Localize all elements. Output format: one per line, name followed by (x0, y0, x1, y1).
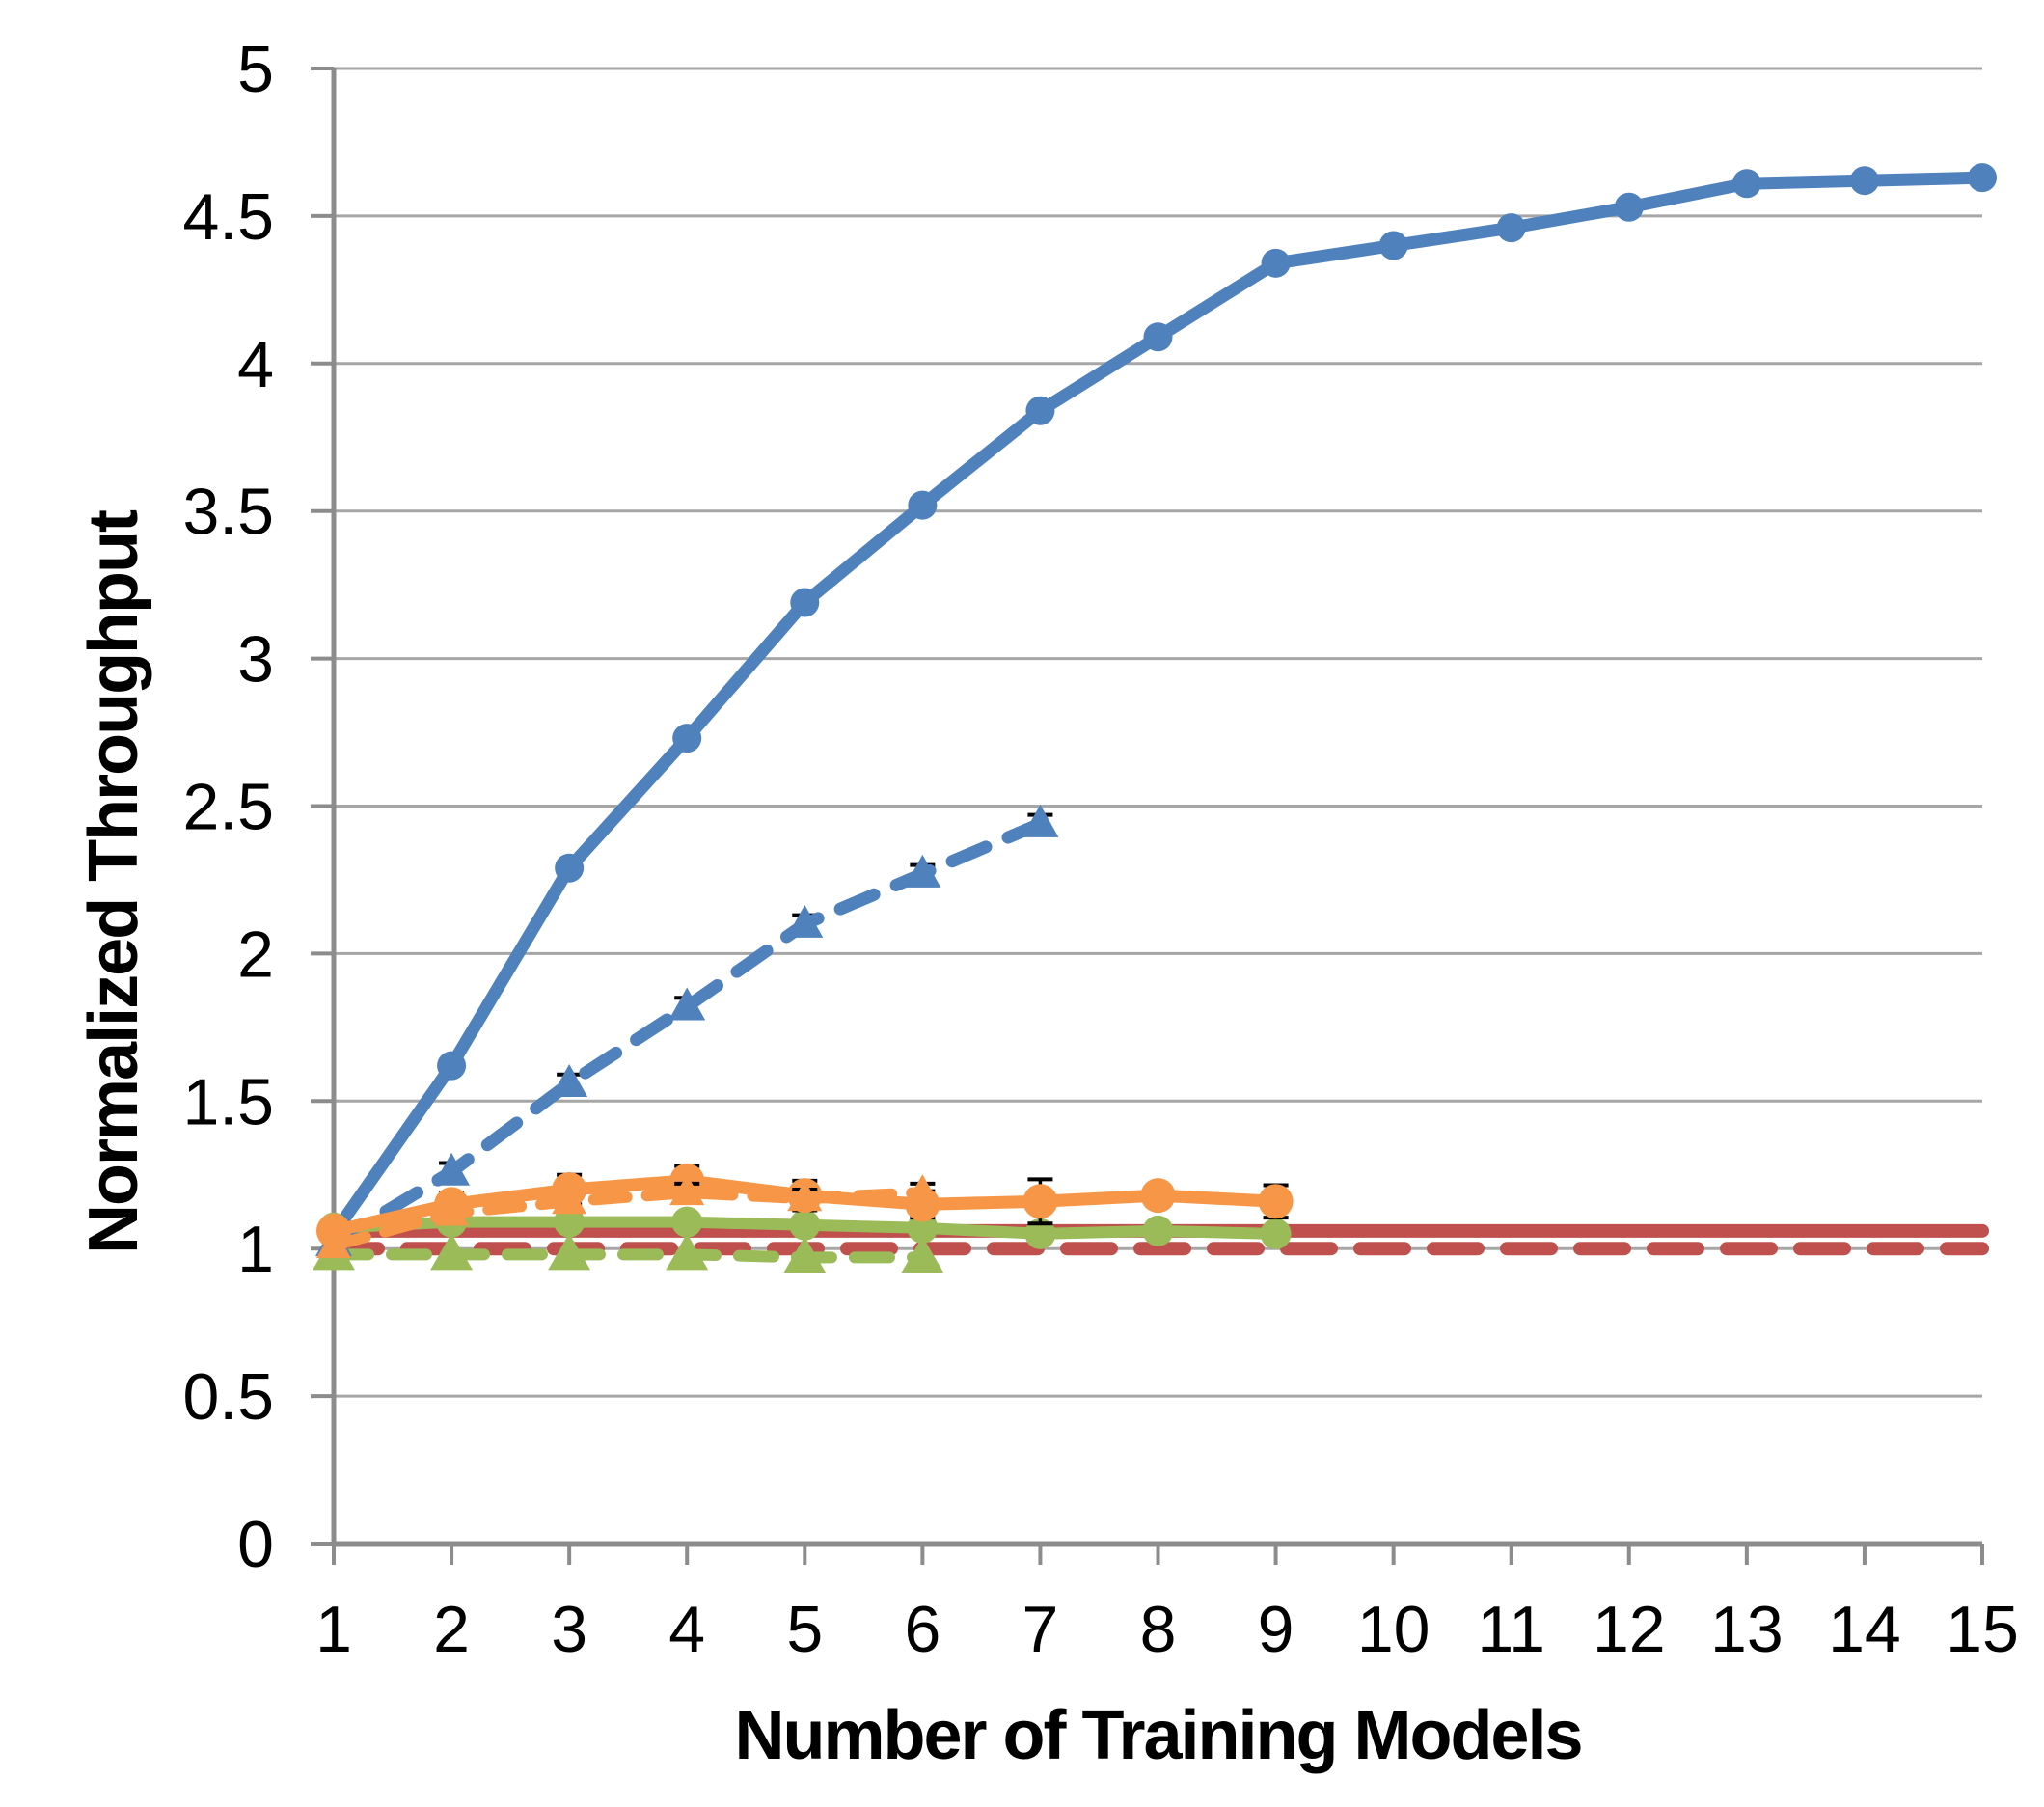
marker-triangle (787, 1180, 823, 1212)
marker-triangle (548, 1233, 591, 1271)
marker-circle (1261, 248, 1291, 278)
marker-triangle (551, 1063, 588, 1097)
y-axis-title: Normalized Throughput (75, 511, 152, 1254)
y-tick-label: 2.5 (182, 771, 274, 844)
marker-triangle (666, 1233, 709, 1271)
x-tick-label: 8 (1140, 1593, 1177, 1666)
marker-circle (555, 853, 585, 883)
x-tick-label: 14 (1828, 1593, 1901, 1666)
marker-circle (1025, 396, 1055, 425)
y-tick-label: 5 (237, 33, 274, 106)
x-tick-label: 7 (1022, 1593, 1059, 1666)
marker-circle (907, 1212, 939, 1244)
marker-circle (1496, 213, 1526, 243)
marker-triangle (669, 1174, 705, 1206)
y-tick-label: 2 (237, 917, 274, 991)
y-tick-label: 3.5 (182, 476, 274, 549)
x-tick-label: 15 (1946, 1593, 2019, 1666)
series-line (328, 1187, 929, 1252)
marker-circle (554, 1206, 586, 1238)
marker-circle (1260, 1218, 1292, 1249)
marker-circle (1968, 163, 1997, 193)
marker-triangle (316, 1227, 351, 1259)
marker-triangle (786, 904, 824, 938)
x-tick-label: 13 (1710, 1593, 1784, 1666)
marker-circle (789, 1209, 821, 1241)
y-tick-label: 0 (237, 1508, 274, 1581)
marker-triangle (1022, 804, 1059, 837)
x-tick-label: 4 (668, 1593, 705, 1666)
y-tick-label: 4.5 (182, 180, 274, 254)
x-tick-label: 10 (1357, 1593, 1431, 1666)
series-blue-dashed (315, 804, 1059, 1257)
x-tick-label: 11 (1477, 1593, 1545, 1666)
marker-circle (1140, 1178, 1176, 1214)
marker-triangle (434, 1194, 470, 1226)
marker-circle (1258, 1184, 1294, 1219)
y-tick-label: 1.5 (182, 1065, 274, 1138)
x-tick-label: 3 (551, 1593, 587, 1666)
marker-triangle (904, 854, 941, 888)
marker-circle (1731, 169, 1761, 199)
marker-triangle (552, 1183, 587, 1215)
y-tick-label: 1 (237, 1213, 274, 1286)
y-tick-label: 0.5 (182, 1360, 274, 1434)
x-tick-label: 12 (1593, 1593, 1666, 1666)
marker-circle (1022, 1184, 1058, 1219)
x-tick-label: 2 (433, 1593, 470, 1666)
marker-circle (672, 724, 702, 753)
series-green-dashed (313, 1233, 944, 1273)
marker-circle (908, 490, 938, 520)
marker-triangle (901, 1236, 944, 1273)
marker-circle (790, 588, 820, 617)
marker-circle (1143, 322, 1173, 352)
marker-circle (1849, 166, 1879, 196)
marker-triangle (783, 1236, 827, 1273)
x-axis-title: Number of Training Models (734, 1697, 1583, 1774)
series-orange-dashed (316, 1174, 940, 1259)
marker-circle (1614, 192, 1644, 222)
marker-triangle (668, 987, 706, 1021)
marker-circle (437, 1051, 467, 1081)
marker-triangle (433, 1152, 471, 1186)
x-tick-label: 6 (904, 1593, 940, 1666)
marker-circle (1142, 1215, 1174, 1246)
marker-circle (1024, 1218, 1056, 1249)
x-tick-label: 5 (786, 1593, 823, 1666)
y-tick-label: 3 (237, 623, 274, 697)
marker-triangle (430, 1233, 474, 1271)
x-tick-label: 1 (315, 1593, 352, 1666)
marker-circle (671, 1206, 703, 1238)
marker-circle (1378, 231, 1408, 260)
y-tick-label: 4 (237, 328, 274, 401)
marker-triangle (905, 1174, 940, 1206)
x-tick-label: 9 (1258, 1593, 1295, 1666)
series-line (328, 1248, 929, 1264)
